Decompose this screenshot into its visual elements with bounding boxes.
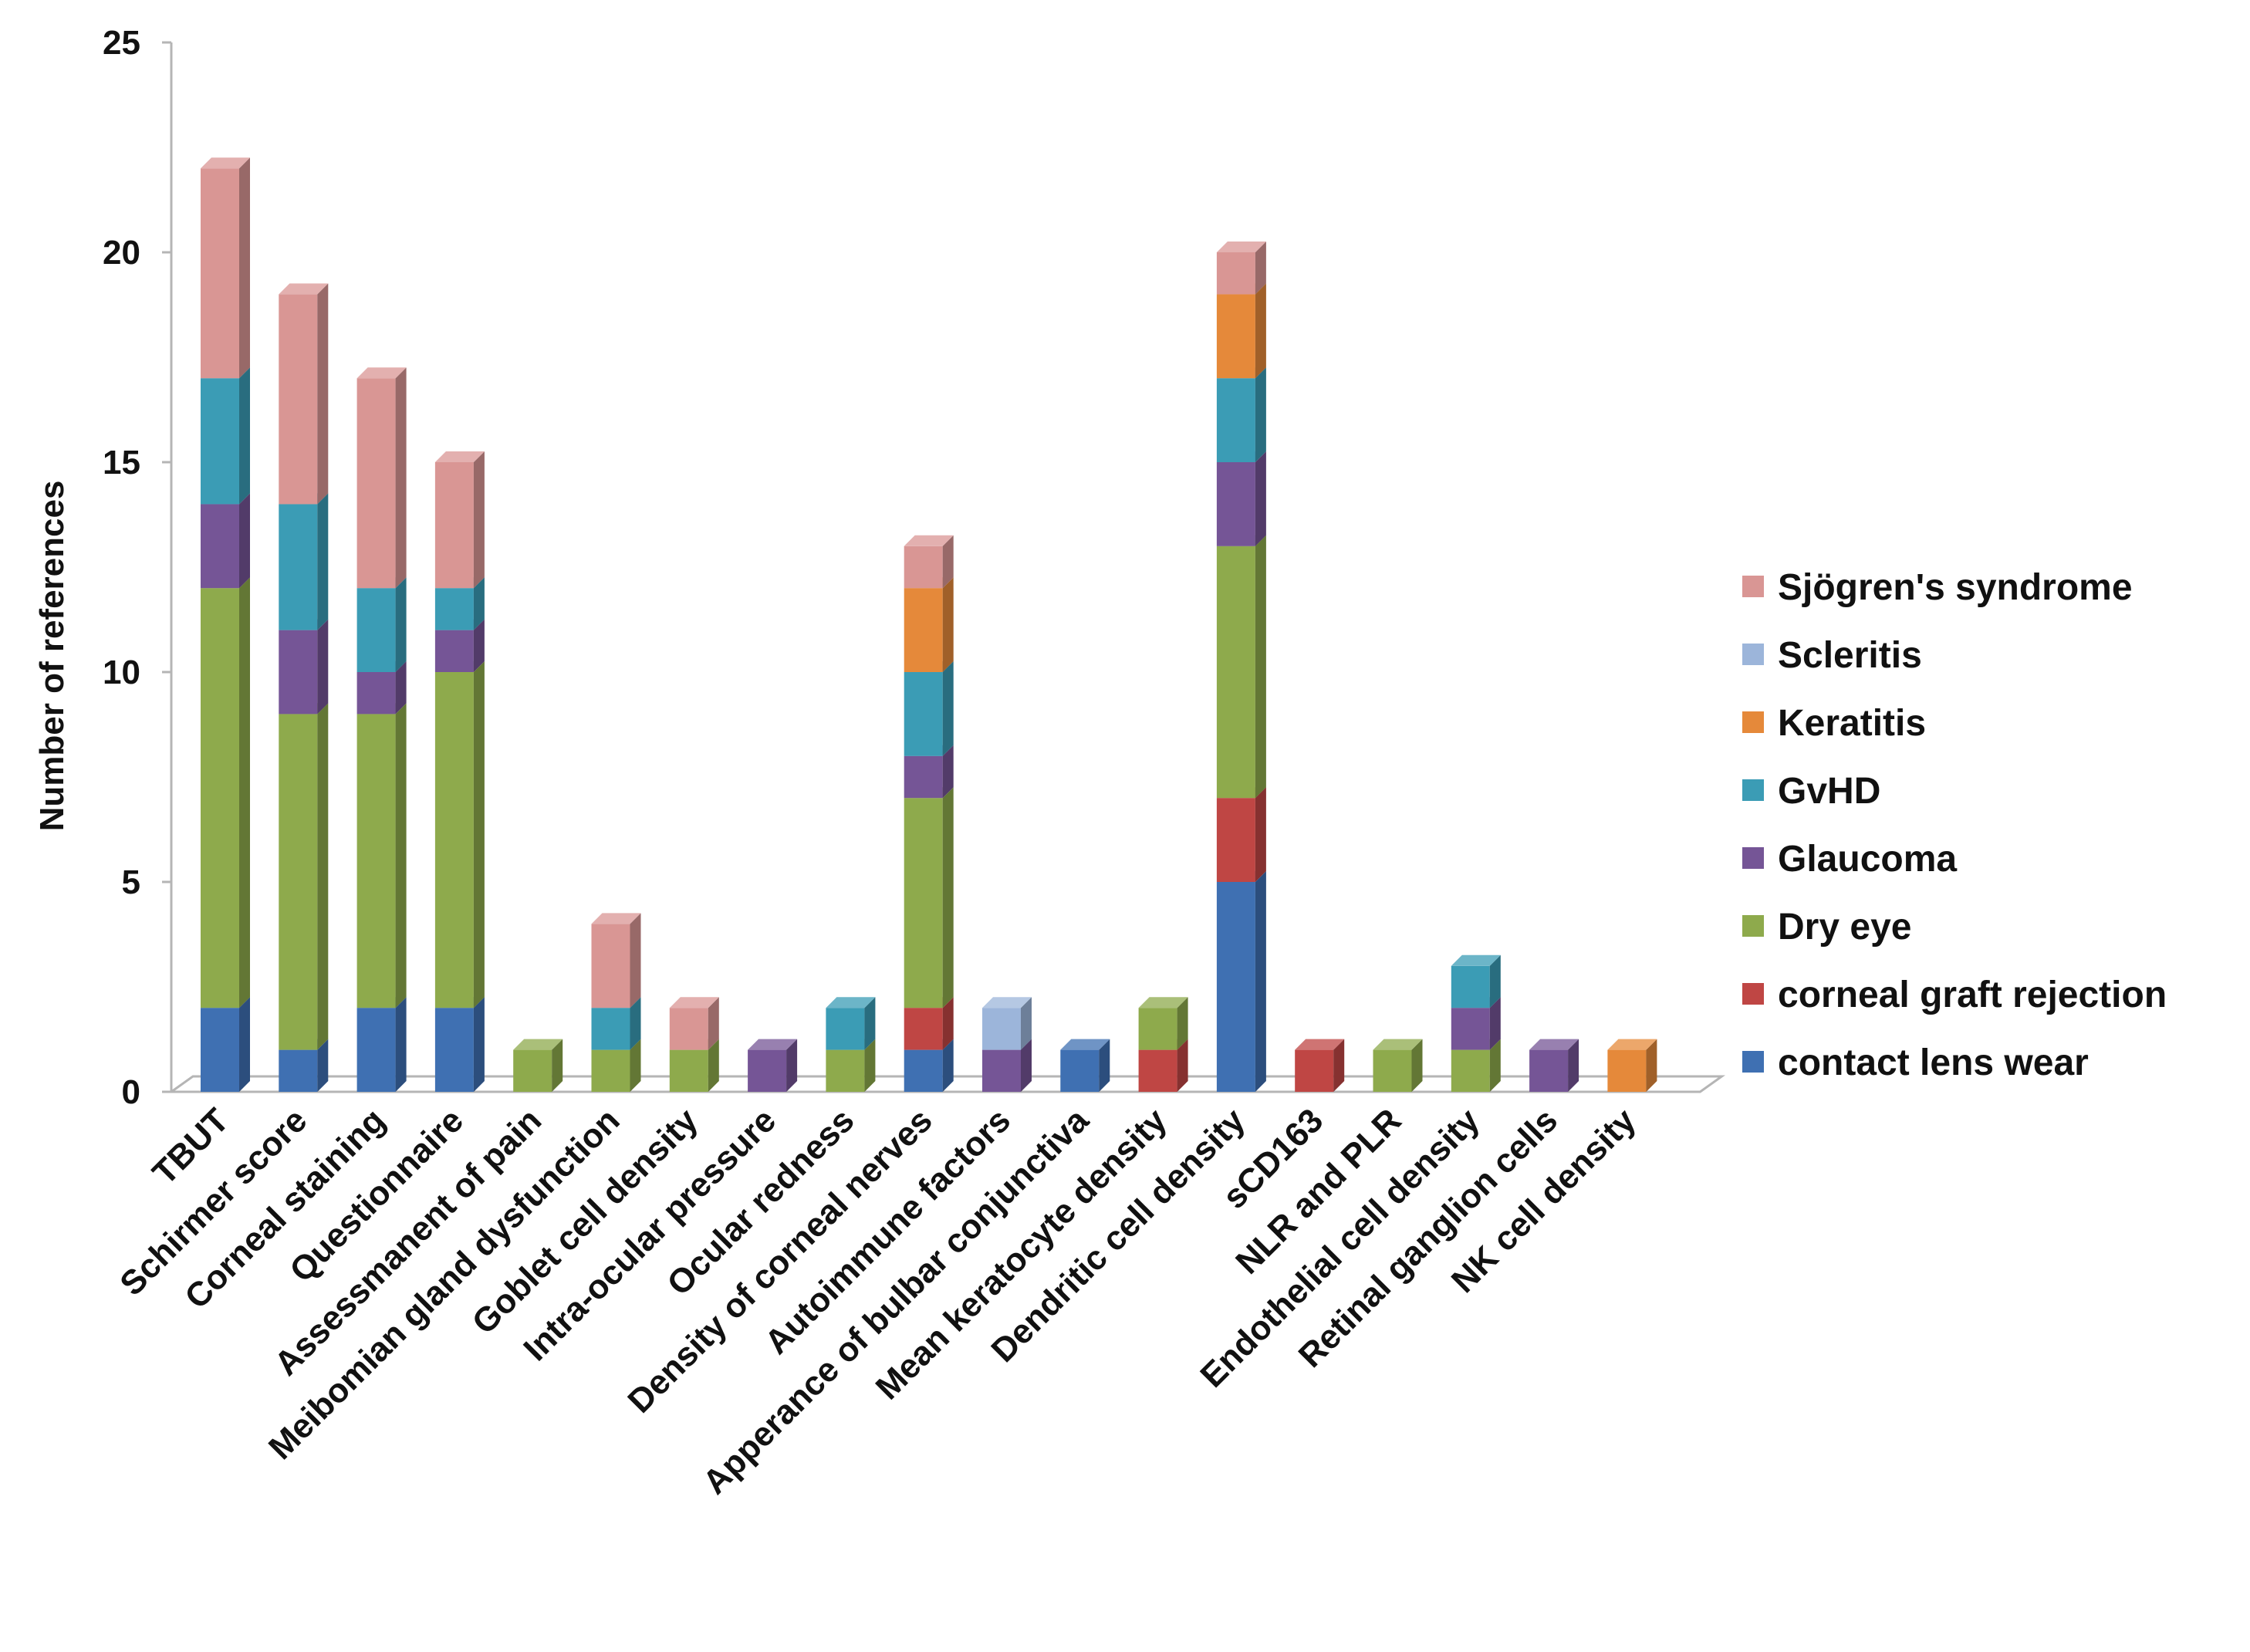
y-tick-label: 0 xyxy=(122,1073,140,1111)
bar-segment xyxy=(201,997,250,1092)
legend-swatch xyxy=(1742,847,1764,869)
legend-swatch xyxy=(1742,576,1764,597)
bar-segment xyxy=(201,577,250,1008)
legend-item: Glaucoma xyxy=(1742,839,1957,880)
y-tick-label: 20 xyxy=(103,234,140,272)
legend-item: Dry eye xyxy=(1742,907,1911,948)
legend-label: GvHD xyxy=(1778,771,1880,812)
legend-swatch xyxy=(1742,644,1764,665)
y-axis-label: Number of references xyxy=(33,481,71,832)
legend-label: corneal graft rejection xyxy=(1778,975,2167,1015)
bar-segment xyxy=(279,283,329,505)
legend-item: Scleritis xyxy=(1742,635,1922,676)
bar-segment xyxy=(201,367,250,505)
bar-segment xyxy=(356,703,407,1008)
y-tick-label: 10 xyxy=(103,654,140,691)
legend-item: corneal graft rejection xyxy=(1742,975,2167,1015)
bar-segment xyxy=(1216,535,1266,799)
bar-segment xyxy=(201,493,250,589)
legend-label: Glaucoma xyxy=(1778,839,1957,880)
bar-segment xyxy=(1216,367,1266,462)
bar-segment xyxy=(356,997,407,1092)
bar-segment xyxy=(1060,1039,1110,1092)
legend-item: contact lens wear xyxy=(1742,1042,2089,1083)
bar-segment xyxy=(904,535,954,589)
legend: Sjögren's syndrome Scleritis Keratitis GvHD… xyxy=(1742,567,2167,1083)
bar-segment xyxy=(591,913,641,1008)
bar-segment xyxy=(279,619,329,715)
legend-label: Scleritis xyxy=(1778,635,1922,676)
legend-label: Dry eye xyxy=(1778,907,1911,948)
bar-segment xyxy=(1216,283,1266,379)
x-axis-floor xyxy=(167,1075,1726,1093)
bar-segment xyxy=(1373,1039,1423,1092)
legend-swatch xyxy=(1742,983,1764,1005)
bar-segment xyxy=(434,451,485,589)
legend-label: contact lens wear xyxy=(1778,1042,2089,1083)
bar-segment xyxy=(279,703,329,1050)
legend-item: GvHD xyxy=(1742,771,1880,812)
bar-segment xyxy=(1216,871,1266,1092)
axes-layer xyxy=(162,41,1726,1093)
legend-swatch xyxy=(1742,779,1764,801)
y-tick-label: 25 xyxy=(103,24,140,62)
bar-segment xyxy=(1451,954,1501,1008)
bar-segment xyxy=(669,997,719,1050)
bar-segment xyxy=(279,493,329,630)
bar-segment xyxy=(1529,1039,1579,1092)
bar-segment xyxy=(356,367,407,589)
bar-segment xyxy=(1216,787,1266,882)
legend-label: Sjögren's syndrome xyxy=(1778,567,2133,608)
legend-swatch xyxy=(1742,1051,1764,1073)
bar-segment xyxy=(904,661,954,756)
bar-segment xyxy=(1216,451,1266,546)
legend-label: Keratitis xyxy=(1778,703,1926,744)
bar-segment xyxy=(748,1039,798,1092)
legend-item: Sjögren's syndrome xyxy=(1742,567,2133,608)
bar-segment xyxy=(982,997,1032,1050)
bar-segment xyxy=(201,157,250,379)
bar-segment xyxy=(1295,1039,1345,1092)
legend-item: Keratitis xyxy=(1742,703,1926,744)
bar-segment xyxy=(434,661,485,1008)
bar-segment xyxy=(356,577,407,672)
bar-segment xyxy=(513,1039,563,1092)
legend-swatch xyxy=(1742,915,1764,937)
bar-segment xyxy=(434,997,485,1092)
bar-segment xyxy=(904,787,954,1008)
bar-segment xyxy=(1607,1039,1657,1092)
bar-segment xyxy=(904,577,954,672)
bars-layer xyxy=(201,157,1657,1092)
legend-swatch xyxy=(1742,711,1764,733)
bar-segment xyxy=(826,997,876,1050)
y-tick-label: 5 xyxy=(122,863,140,901)
y-tick-label: 15 xyxy=(103,444,140,481)
bar-segment xyxy=(1138,997,1188,1050)
bar-segment xyxy=(1216,242,1266,295)
